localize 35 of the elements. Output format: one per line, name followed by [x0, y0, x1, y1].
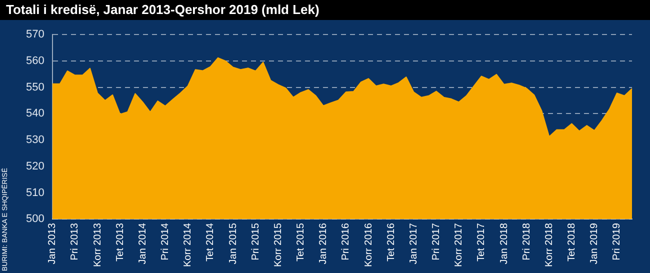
y-tick-label: 520: [26, 160, 44, 172]
x-tick-label: Pri 2019: [612, 222, 623, 260]
x-tick-label: Tet 2017: [476, 222, 488, 262]
x-tick-label: Tet 2014: [205, 222, 216, 262]
y-tick-label: 510: [26, 186, 44, 199]
x-tick-label: Jan 2014: [137, 222, 148, 264]
x-tick-label: Pri 2017: [431, 222, 442, 260]
x-tick-label: Jan 2016: [318, 222, 330, 264]
x-tick-label: Jan 2019: [589, 222, 600, 264]
y-tick-label: 540: [26, 108, 44, 120]
x-tick-label: Pri 2013: [70, 222, 81, 260]
y-tick-label: 500: [26, 213, 44, 226]
x-tick-label: Tet 2013: [114, 222, 126, 262]
x-tick-label: Jan 2018: [498, 222, 510, 264]
x-tick-label: Tet 2018: [566, 222, 578, 262]
x-tick-label: Jan 2013: [47, 222, 58, 264]
x-tick-label: Korr 2013: [92, 222, 104, 268]
x-tick-label: Korr 2017: [454, 222, 465, 268]
x-tick-label: Pri 2016: [340, 222, 352, 260]
y-tick-label: 550: [26, 81, 44, 94]
x-tick-label: Jan 2017: [408, 222, 420, 264]
y-tick-label: 530: [26, 134, 44, 146]
x-tick-label: Pri 2015: [250, 222, 262, 260]
x-tick-label: Pri 2018: [521, 222, 532, 260]
x-tick-label: Korr 2015: [272, 222, 284, 268]
x-tick-label: Jan 2015: [228, 222, 239, 264]
x-tick-label: Korr 2014: [182, 222, 194, 268]
x-tick-label: Tet 2016: [386, 222, 397, 262]
x-tick-label: Korr 2016: [363, 222, 374, 268]
x-tick-label: Tet 2015: [296, 222, 307, 262]
y-tick-label: 570: [26, 28, 44, 41]
x-tick-label: Pri 2014: [160, 222, 172, 260]
x-tick-label: Korr 2018: [544, 222, 555, 268]
y-tick-label: 560: [26, 54, 44, 67]
chart-title: Totali i kredisë, Janar 2013-Qershor 2019 (mld Lek): [0, 0, 650, 20]
